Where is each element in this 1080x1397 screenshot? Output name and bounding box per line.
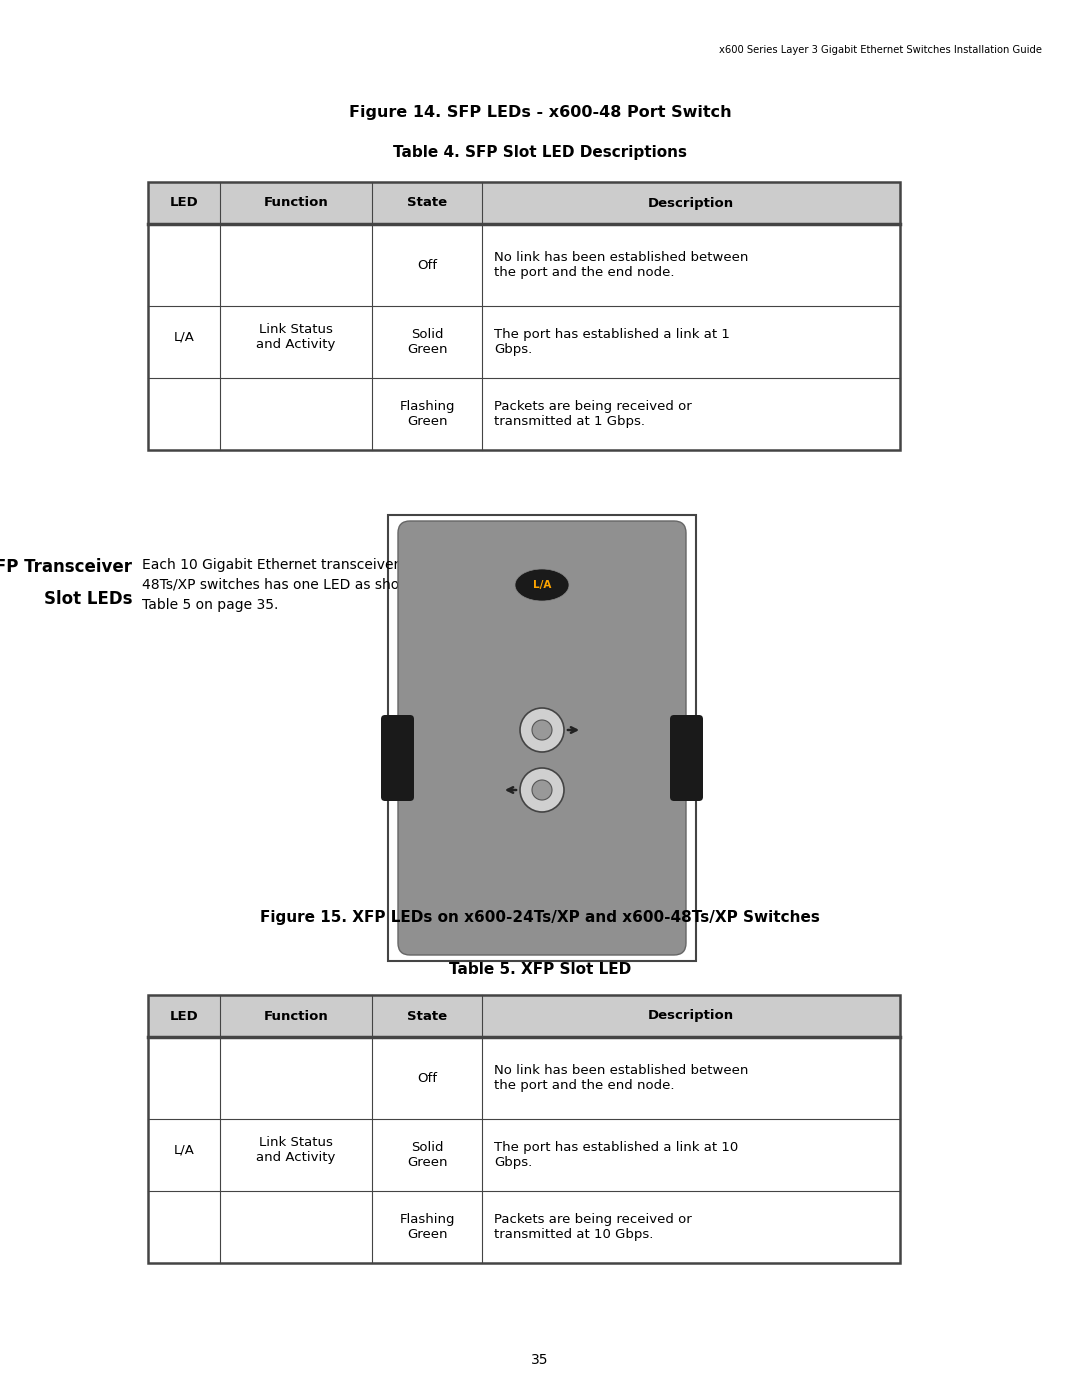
Text: Link Status
and Activity: Link Status and Activity [256, 1136, 336, 1164]
Circle shape [519, 768, 564, 812]
Text: State: State [407, 197, 447, 210]
Text: Slot LEDs: Slot LEDs [43, 590, 132, 608]
Text: Solid
Green: Solid Green [407, 1141, 447, 1169]
Text: L/A: L/A [532, 580, 551, 590]
Text: L/A: L/A [174, 1144, 194, 1157]
FancyBboxPatch shape [670, 715, 703, 800]
Text: Each 10 Gigabit Ethernet transceiver slot on the x600-24Ts/XP and x600-
48Ts/XP : Each 10 Gigabit Ethernet transceiver slo… [141, 557, 649, 612]
Text: No link has been established between
the port and the end node.: No link has been established between the… [494, 1065, 748, 1092]
Text: Packets are being received or
transmitted at 10 Gbps.: Packets are being received or transmitte… [494, 1213, 692, 1241]
Bar [148, 182, 900, 224]
Text: Description: Description [648, 1010, 734, 1023]
Bar [148, 995, 900, 1037]
Text: State: State [407, 1010, 447, 1023]
Text: Solid
Green: Solid Green [407, 328, 447, 356]
Bar [148, 182, 900, 450]
FancyBboxPatch shape [381, 715, 414, 800]
Text: Off: Off [417, 258, 437, 271]
Bar [148, 224, 900, 450]
Circle shape [532, 780, 552, 800]
Text: The port has established a link at 1
Gbps.: The port has established a link at 1 Gbp… [494, 328, 730, 356]
Text: Packets are being received or
transmitted at 1 Gbps.: Packets are being received or transmitte… [494, 400, 692, 427]
Bar [148, 1037, 900, 1263]
Text: Description: Description [648, 197, 734, 210]
Text: Link Status
and Activity: Link Status and Activity [256, 323, 336, 351]
Ellipse shape [515, 569, 569, 601]
Bar [148, 995, 900, 1263]
Text: LED: LED [170, 1010, 199, 1023]
Text: XFP Transceiver: XFP Transceiver [0, 557, 132, 576]
Text: Off: Off [417, 1071, 437, 1084]
Text: Table 4. SFP Slot LED Descriptions: Table 4. SFP Slot LED Descriptions [393, 145, 687, 161]
Text: Figure 14. SFP LEDs - x600-48 Port Switch: Figure 14. SFP LEDs - x600-48 Port Switc… [349, 105, 731, 120]
Text: L/A: L/A [174, 331, 194, 344]
Text: Function: Function [264, 197, 328, 210]
Text: Function: Function [264, 1010, 328, 1023]
Text: Flashing
Green: Flashing Green [400, 400, 455, 427]
Text: x600 Series Layer 3 Gigabit Ethernet Switches Installation Guide: x600 Series Layer 3 Gigabit Ethernet Swi… [719, 45, 1042, 54]
Text: Flashing
Green: Flashing Green [400, 1213, 455, 1241]
Bar [388, 515, 696, 961]
Text: Figure 15. XFP LEDs on x600-24Ts/XP and x600-48Ts/XP Switches: Figure 15. XFP LEDs on x600-24Ts/XP and … [260, 909, 820, 925]
Text: LED: LED [170, 197, 199, 210]
Circle shape [519, 708, 564, 752]
Text: 35: 35 [531, 1354, 549, 1368]
Text: Table 5. XFP Slot LED: Table 5. XFP Slot LED [449, 963, 631, 977]
Text: No link has been established between
the port and the end node.: No link has been established between the… [494, 251, 748, 279]
Text: The port has established a link at 10
Gbps.: The port has established a link at 10 Gb… [494, 1141, 739, 1169]
FancyBboxPatch shape [399, 521, 686, 956]
Circle shape [532, 719, 552, 740]
